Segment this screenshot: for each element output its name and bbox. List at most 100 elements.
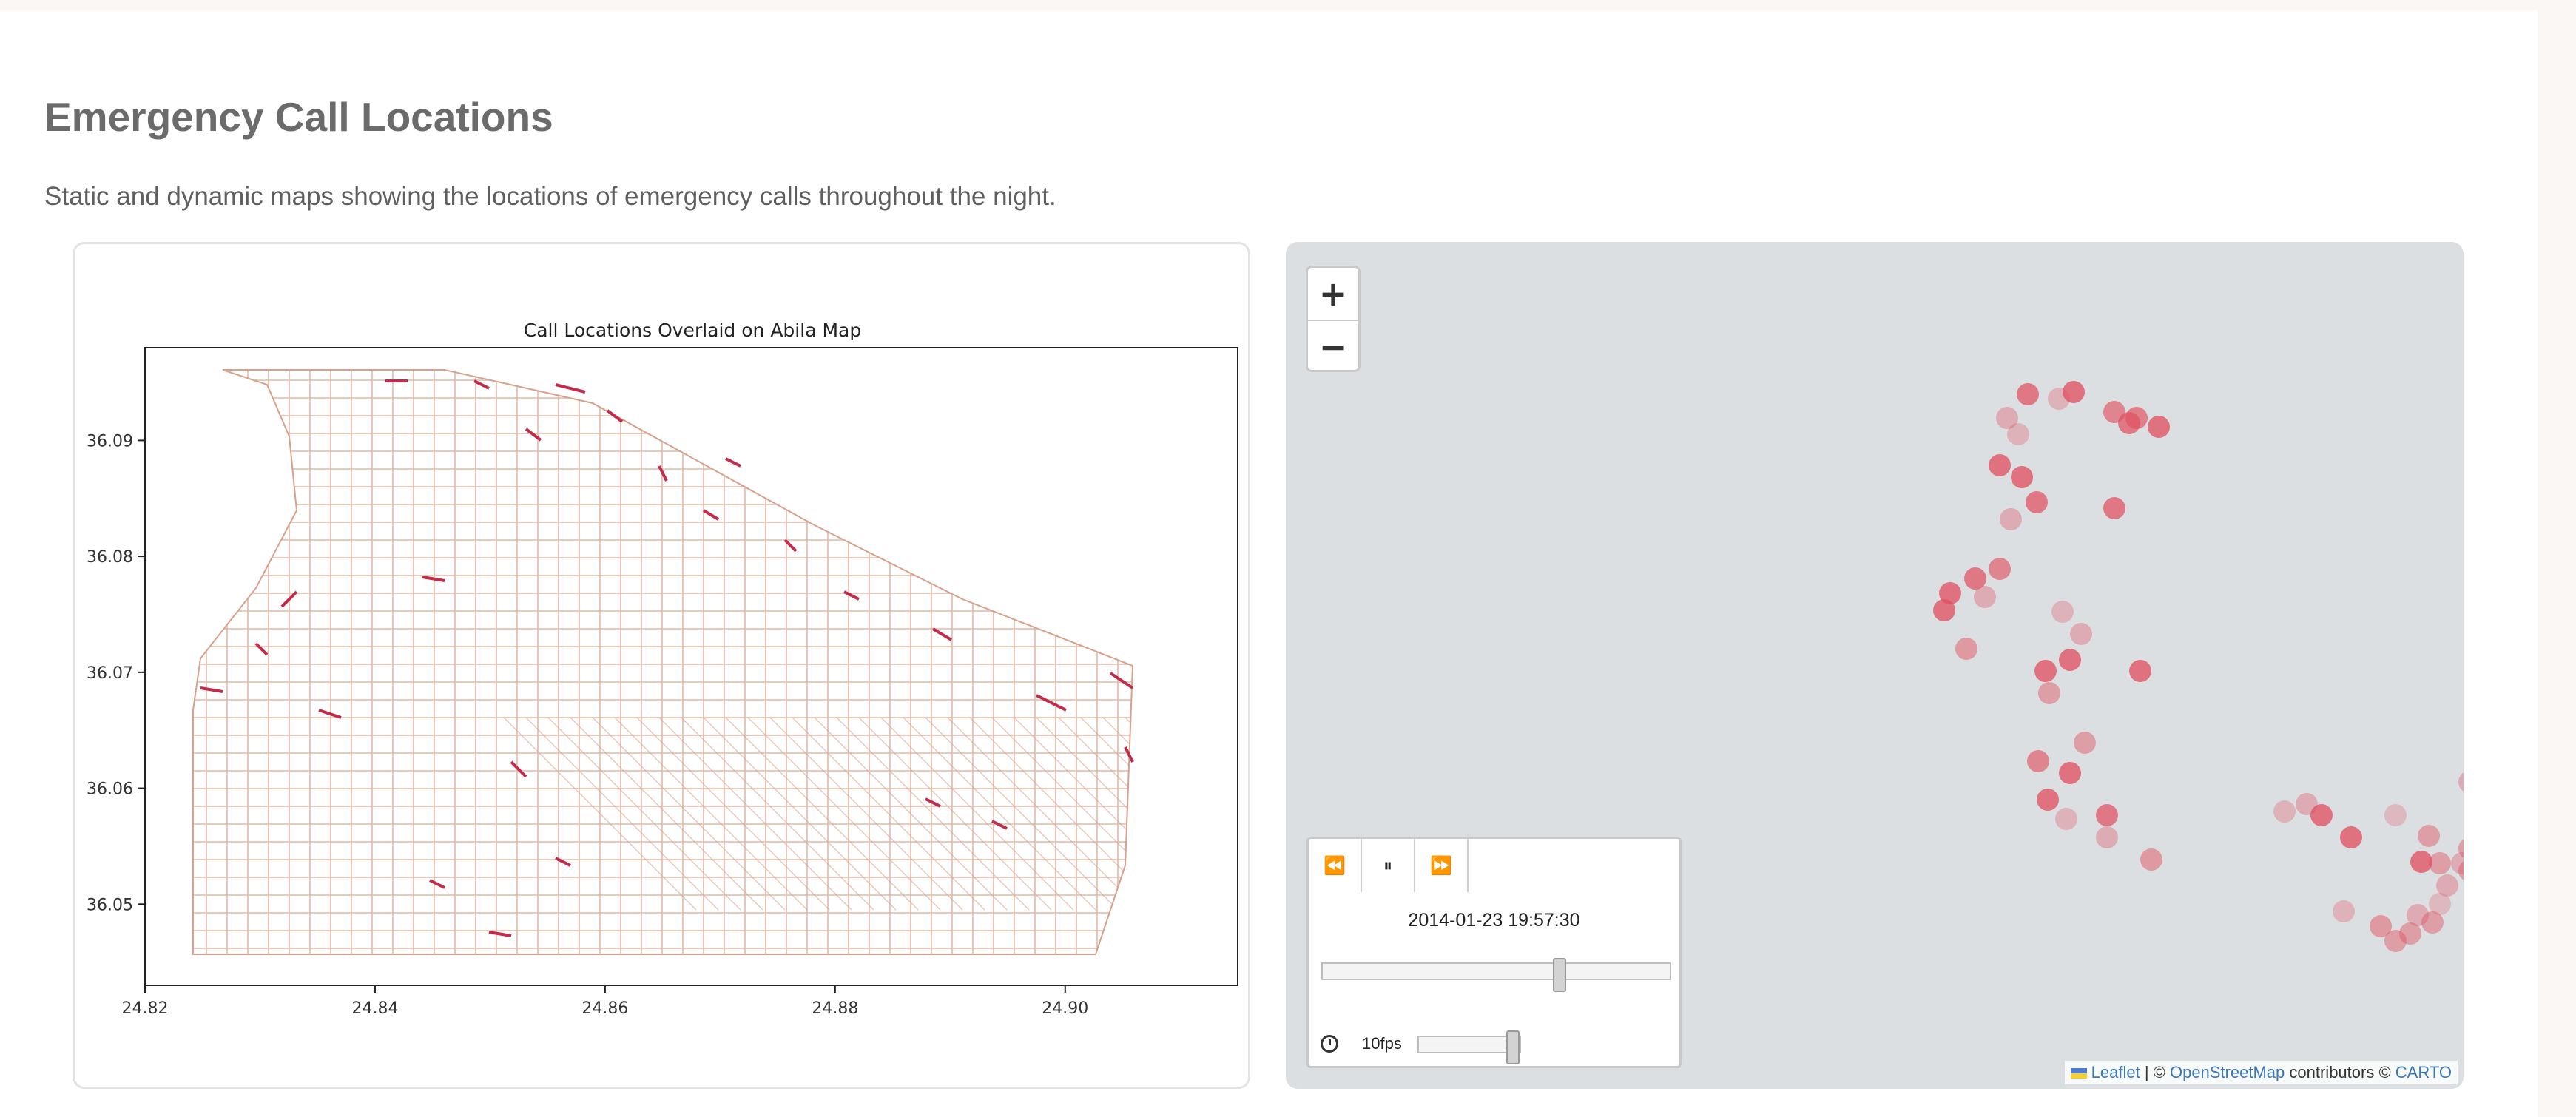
call-marker [2103, 497, 2125, 519]
call-segment [555, 383, 586, 394]
call-marker [2007, 423, 2029, 445]
call-segment [925, 797, 941, 808]
x-tick-label: 24.90 [1042, 999, 1088, 1018]
call-marker [1939, 582, 1961, 604]
call-marker [2333, 900, 2355, 922]
call-segment [422, 576, 445, 582]
call-marker [1989, 454, 2011, 476]
call-marker [2037, 789, 2059, 811]
call-segment [318, 709, 342, 719]
call-marker [1933, 599, 1955, 621]
y-tick-label: 36.09 [87, 432, 133, 450]
y-axis: 36.09 36.08 36.07 36.06 36.05 [87, 432, 145, 914]
y-tick-label: 36.08 [87, 548, 133, 567]
call-segment [931, 627, 953, 641]
call-marker [2451, 852, 2464, 874]
call-segment [555, 857, 571, 867]
rewind-icon: ⏪ [1324, 855, 1346, 876]
fps-slider-handle[interactable] [1506, 1030, 1520, 1064]
call-segment [525, 428, 542, 442]
call-segment [783, 539, 798, 553]
call-marker [2011, 466, 2033, 488]
call-marker [2096, 826, 2118, 848]
static-map-card: Call Locations Overlaid on Abila Map 24.… [73, 242, 1250, 1089]
attribution-contributors: contributors © [2285, 1063, 2395, 1081]
call-marker [2074, 732, 2096, 754]
call-segment [1036, 694, 1067, 712]
call-marker [1964, 567, 1986, 590]
call-marker [2421, 911, 2444, 934]
x-tick-label: 24.86 [581, 999, 628, 1018]
pause-button[interactable]: ⏸ [1362, 839, 1415, 892]
call-segment [510, 760, 527, 778]
call-marker [2129, 660, 2151, 682]
clock-icon [1321, 1035, 1338, 1053]
call-segment [254, 642, 269, 656]
x-tick-label: 24.84 [351, 999, 398, 1018]
call-marker [2017, 383, 2039, 405]
call-marker [2429, 852, 2451, 874]
call-marker [2048, 388, 2070, 410]
call-marker [2310, 804, 2333, 826]
call-marker [2051, 601, 2074, 623]
call-markers [200, 379, 1134, 937]
y-tick-label: 36.07 [87, 664, 133, 683]
call-marker [2370, 915, 2392, 937]
page-title: Emergency Call Locations [44, 94, 553, 140]
call-segment [702, 509, 720, 521]
zoom-control: + − [1306, 266, 1361, 372]
call-marker [2384, 930, 2407, 952]
call-marker [2384, 804, 2407, 826]
plot-frame [144, 347, 1238, 986]
current-time: 2014-01-23 19:57:30 [1408, 910, 1580, 931]
call-marker [2000, 508, 2022, 530]
call-marker [2410, 851, 2432, 873]
rewind-button[interactable]: ⏪ [1309, 839, 1362, 892]
x-axis: 24.82 24.84 24.86 24.88 24.90 [122, 985, 1088, 1018]
call-segment [280, 590, 298, 608]
call-marker [1955, 638, 1977, 660]
call-segment [843, 590, 860, 601]
call-marker [2038, 682, 2060, 704]
call-marker [2055, 808, 2077, 830]
fps-slider[interactable] [1417, 1030, 1521, 1064]
leaflet-link[interactable]: Leaflet [2091, 1063, 2140, 1081]
zoom-out-button[interactable]: − [1318, 327, 1348, 367]
y-tick-label: 36.06 [87, 780, 133, 799]
street-network [192, 369, 1134, 955]
osm-link[interactable]: OpenStreetMap [2169, 1063, 2285, 1081]
map-attribution: Leaflet | © OpenStreetMap contributors ©… [2064, 1061, 2458, 1084]
call-marker [2436, 874, 2458, 897]
forward-icon: ⏩ [1430, 855, 1452, 876]
zoom-in-button[interactable]: + [1308, 268, 1358, 321]
call-marker [2407, 904, 2429, 926]
carto-link[interactable]: CARTO [2395, 1063, 2452, 1081]
call-marker [2148, 416, 2170, 438]
call-marker [2458, 839, 2464, 858]
fps-label: 10fps [1362, 1034, 1402, 1053]
call-marker [2340, 826, 2362, 848]
page-description: Static and dynamic maps showing the loca… [44, 182, 1056, 211]
attribution-separator: | © [2140, 1063, 2170, 1081]
x-tick-label: 24.82 [122, 999, 169, 1018]
call-marker [2034, 660, 2057, 682]
call-segment [200, 686, 223, 693]
call-marker [2458, 772, 2464, 792]
call-marker [2458, 861, 2464, 880]
call-marker [1989, 558, 2011, 580]
x-tick-label: 24.88 [812, 999, 858, 1018]
call-segment [606, 409, 624, 423]
call-marker [2059, 762, 2081, 784]
chart-title: Call Locations Overlaid on Abila Map [524, 320, 861, 341]
forward-button[interactable]: ⏩ [1415, 839, 1469, 892]
dynamic-map[interactable]: + − ⏪ ⏸ ⏩ 2014-01-23 19:57:30 10fps Leaf… [1286, 242, 2464, 1089]
call-segment [488, 931, 512, 937]
time-player: ⏪ ⏸ ⏩ 2014-01-23 19:57:30 10fps [1306, 837, 1682, 1068]
time-slider[interactable] [1321, 958, 1671, 992]
pause-icon: ⏸ [1383, 855, 1392, 876]
street-grid [193, 370, 1133, 954]
time-slider-handle[interactable] [1553, 958, 1567, 992]
call-marker [2063, 381, 2085, 403]
call-marker [2027, 750, 2049, 772]
static-map-chart: Call Locations Overlaid on Abila Map 24.… [87, 320, 1238, 1018]
